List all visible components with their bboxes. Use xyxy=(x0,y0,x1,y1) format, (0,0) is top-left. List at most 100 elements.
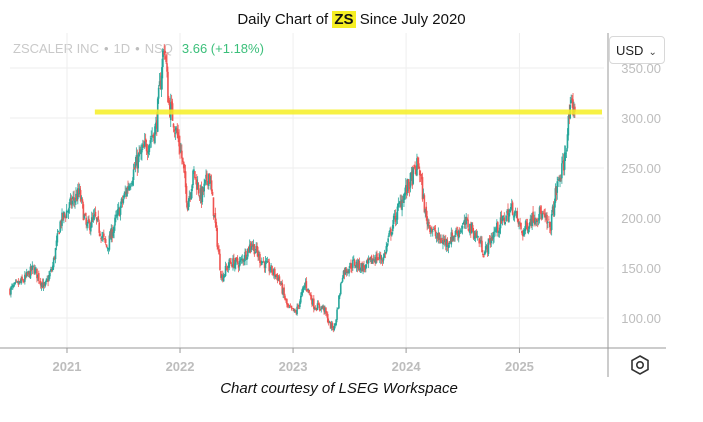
candle-body xyxy=(337,308,339,310)
candle-body xyxy=(352,259,354,268)
candle-body xyxy=(200,186,203,203)
candle-body xyxy=(364,267,366,270)
candle-body xyxy=(404,192,406,196)
chevron-down-icon: ⌄ xyxy=(648,47,657,58)
candle-body xyxy=(524,221,527,230)
currency-select[interactable]: USD ⌄ xyxy=(609,36,665,64)
candle-body xyxy=(518,222,520,225)
candle-body xyxy=(114,217,116,226)
candle-body xyxy=(478,238,480,244)
candle-body xyxy=(21,276,23,280)
candle-body xyxy=(341,277,344,282)
candle-body xyxy=(477,236,480,238)
candle-body xyxy=(249,243,252,249)
candle-body xyxy=(556,181,559,193)
candle-body xyxy=(273,269,275,275)
candle-body xyxy=(445,239,448,247)
candle-body xyxy=(560,178,562,179)
candle-body xyxy=(294,310,297,312)
candle-body xyxy=(209,181,212,184)
candle-body xyxy=(43,282,46,286)
candle-body xyxy=(461,225,464,229)
candle-body xyxy=(359,269,362,271)
candle-body xyxy=(113,226,115,233)
candle-body xyxy=(288,306,291,308)
candle-body xyxy=(467,219,469,228)
candle-body xyxy=(516,211,519,219)
y-tick-label: 150.00 xyxy=(621,261,661,276)
candle-body xyxy=(22,280,24,282)
candle-body xyxy=(506,210,508,214)
candle-body xyxy=(322,305,324,309)
candle-body xyxy=(169,102,171,117)
candle-body xyxy=(205,174,207,179)
candle-body xyxy=(153,133,155,142)
candle-body xyxy=(522,230,525,235)
candle-body xyxy=(165,56,167,63)
candle-body xyxy=(58,232,61,235)
candle-body xyxy=(143,141,146,147)
candle-body xyxy=(141,149,143,153)
candle-body xyxy=(160,75,163,90)
candle-body xyxy=(457,231,459,237)
candle-body xyxy=(32,265,35,267)
candle-body xyxy=(31,265,34,270)
candle-body xyxy=(30,266,33,272)
candle-body xyxy=(355,261,358,268)
candle-body xyxy=(27,271,30,274)
candle-body xyxy=(570,100,572,104)
candle-body xyxy=(259,253,261,263)
candle-body xyxy=(564,153,567,154)
candle-body xyxy=(460,230,463,232)
candle-body xyxy=(492,235,494,239)
candle-body xyxy=(246,257,248,260)
candle-body xyxy=(52,257,55,268)
candle-body xyxy=(62,212,64,220)
candle-body xyxy=(567,115,570,136)
candle-body xyxy=(33,267,35,274)
candle-body xyxy=(241,258,244,260)
candle-body xyxy=(284,295,286,300)
candle-body xyxy=(95,217,98,219)
candle-body xyxy=(175,127,178,131)
candle-body xyxy=(187,200,190,211)
candle-body xyxy=(562,159,565,171)
candle-body xyxy=(75,193,77,200)
candle-body xyxy=(89,221,91,231)
candle-body xyxy=(155,122,157,128)
candle-body xyxy=(466,218,468,220)
candle-body xyxy=(132,169,135,181)
candle-body xyxy=(273,268,276,277)
candle-body xyxy=(292,308,295,312)
candle-body xyxy=(179,143,181,153)
candle-body xyxy=(300,291,303,295)
candle-body xyxy=(462,223,465,225)
candle-body xyxy=(562,160,564,163)
candle-body xyxy=(381,260,384,262)
candle-body xyxy=(541,213,544,219)
candle-body xyxy=(60,220,62,226)
candle-body xyxy=(503,217,506,223)
candle-body xyxy=(184,171,187,188)
candle-body xyxy=(483,256,485,257)
candle-body xyxy=(533,219,535,224)
candle-body xyxy=(207,181,209,186)
candle-body xyxy=(136,156,139,169)
candle-body xyxy=(170,101,173,105)
candle-body xyxy=(298,305,300,307)
candle-body xyxy=(47,279,49,282)
candle-body xyxy=(168,100,170,104)
candle-body xyxy=(271,265,273,273)
candle-body xyxy=(199,188,202,200)
x-tick-label: 2023 xyxy=(279,359,308,374)
candle-body xyxy=(363,265,365,269)
candle-body xyxy=(431,230,434,232)
candle-body xyxy=(361,262,363,272)
candle-body xyxy=(11,285,14,288)
candle-body xyxy=(26,272,29,275)
candle-body xyxy=(416,158,418,176)
candle-body xyxy=(167,71,169,103)
candle-body xyxy=(328,321,331,323)
hexagon-settings-icon[interactable] xyxy=(628,353,652,377)
candle-body xyxy=(510,203,513,209)
